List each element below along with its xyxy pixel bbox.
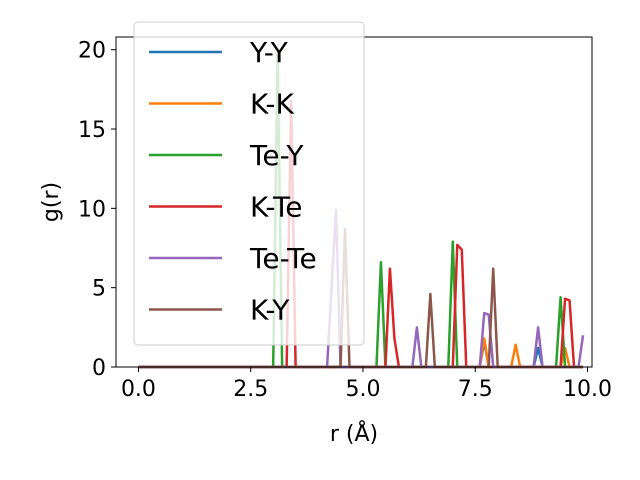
legend-label: K-K <box>250 88 295 121</box>
legend-label: Te-Te <box>249 242 317 275</box>
legend: Y-Y K-K Te-Y K-Te Te-Te K-Y <box>133 21 365 346</box>
y-tick-label: 5 <box>92 277 106 302</box>
x-tick-label: 7.5 <box>458 377 493 402</box>
x-axis-ticks: 0.0 2.5 5.0 7.5 10.0 <box>121 367 612 402</box>
x-axis-label: r (Å) <box>330 420 378 447</box>
y-tick-label: 10 <box>78 197 106 222</box>
legend-box <box>133 21 365 346</box>
x-tick-label: 5.0 <box>345 377 380 402</box>
legend-label: Te-Y <box>249 139 304 172</box>
y-axis-label: g(r) <box>39 182 64 222</box>
series-line-k-k <box>138 337 584 369</box>
y-tick-label: 0 <box>92 356 106 381</box>
legend-label: K-Te <box>250 191 303 224</box>
x-tick-label: 10.0 <box>563 377 612 402</box>
y-tick-label: 15 <box>78 118 106 143</box>
x-tick-label: 0.0 <box>121 377 156 402</box>
x-tick-label: 2.5 <box>233 377 268 402</box>
legend-label: K-Y <box>250 294 290 327</box>
legend-label: Y-Y <box>249 36 289 69</box>
y-tick-label: 20 <box>78 39 106 64</box>
y-axis-ticks: 0 5 10 15 20 <box>78 39 116 381</box>
